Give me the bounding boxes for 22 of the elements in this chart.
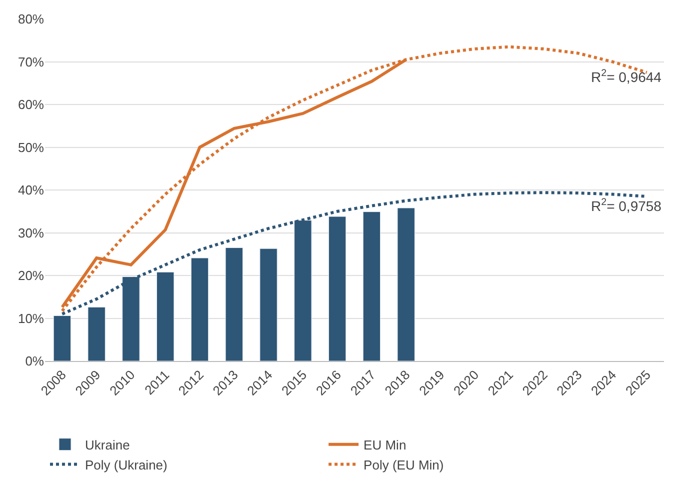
bar <box>397 208 415 361</box>
legend-label: EU Min <box>364 437 406 452</box>
y-tick-label: 70% <box>18 54 44 70</box>
annotation: R$^{2}$= 0,9758 <box>591 197 662 214</box>
y-tick-label: 60% <box>18 97 44 112</box>
bar <box>190 258 209 361</box>
legend-label: Ukraine <box>85 437 130 452</box>
bar <box>156 272 174 361</box>
y-tick-label: 0% <box>25 354 44 369</box>
y-tick-label: 30% <box>18 225 44 240</box>
annotation: R$^{2}$= 0,9644 <box>591 68 662 85</box>
bar <box>88 306 106 361</box>
y-tick-label: 40% <box>18 182 44 198</box>
y-tick-label: 80% <box>18 12 44 27</box>
bar <box>225 247 243 361</box>
legend-label: Poly (EU Min) <box>364 457 444 472</box>
y-tick-label: 50% <box>18 140 44 155</box>
y-tick-label: 20% <box>18 268 44 284</box>
bar <box>362 212 381 361</box>
y-tick-label: 10% <box>18 310 44 326</box>
bar <box>260 248 278 361</box>
legend-label: Poly (Ukraine) <box>85 457 168 472</box>
